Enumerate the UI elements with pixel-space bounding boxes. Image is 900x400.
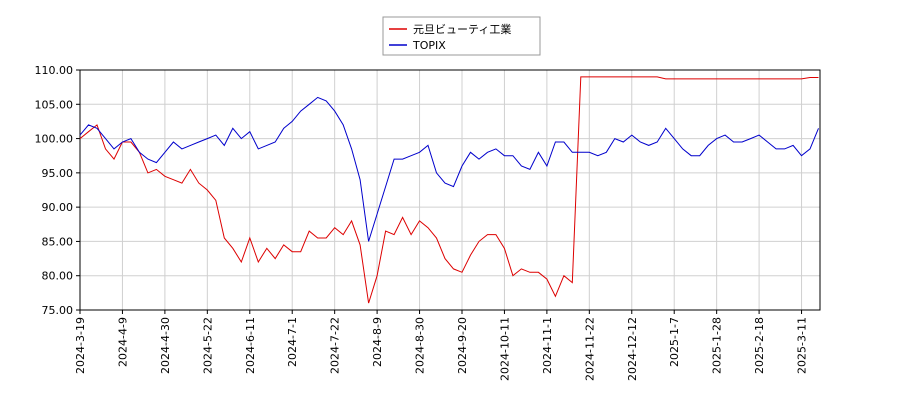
- x-tick-label: 2024-8-30: [414, 317, 427, 374]
- x-tick-label: 2024-8-9: [371, 317, 384, 367]
- x-tick-label: 2024-7-22: [329, 317, 342, 374]
- series-line: [79, 96, 819, 242]
- x-tick-label: 2025-3-11: [796, 317, 809, 374]
- y-tick-label: 95.00: [42, 167, 74, 180]
- y-tick-label: 75.00: [42, 304, 74, 317]
- x-tick-label: 2024-11-1: [541, 317, 554, 374]
- legend-label: TOPIX: [412, 39, 446, 52]
- x-tick-label: 2025-2-18: [753, 317, 766, 374]
- y-tick-label: 85.00: [42, 235, 74, 248]
- x-tick-label: 2024-3-19: [74, 317, 87, 374]
- x-tick-label: 2024-6-11: [244, 317, 257, 374]
- x-tick-label: 2024-12-12: [626, 317, 639, 381]
- x-tick-label: 2024-4-9: [116, 317, 129, 367]
- y-tick-label: 80.00: [42, 270, 74, 283]
- x-tick-label: 2024-5-22: [201, 317, 214, 374]
- x-tick-label: 2024-9-20: [456, 317, 469, 374]
- x-tick-label: 2024-10-11: [498, 317, 511, 381]
- x-tick-label: 2025-1-28: [711, 317, 724, 374]
- x-tick-label: 2025-1-7: [668, 317, 681, 367]
- x-tick-label: 2024-11-22: [583, 317, 596, 381]
- plot-frame: [79, 69, 821, 311]
- legend: 元旦ビューティ工業 TOPIX: [389, 23, 511, 52]
- y-tick-label: 90.00: [42, 201, 74, 214]
- series-line: [79, 76, 819, 304]
- y-tick-label: 100.00: [35, 133, 74, 146]
- legend-label: 元旦ビューティ工業: [413, 23, 511, 36]
- y-tick-label: 110.00: [35, 64, 74, 77]
- legend-box: [382, 16, 541, 56]
- x-tick-label: 2024-4-30: [159, 317, 172, 374]
- x-tick-label: 2024-7-1: [286, 317, 299, 367]
- y-tick-label: 105.00: [35, 98, 74, 111]
